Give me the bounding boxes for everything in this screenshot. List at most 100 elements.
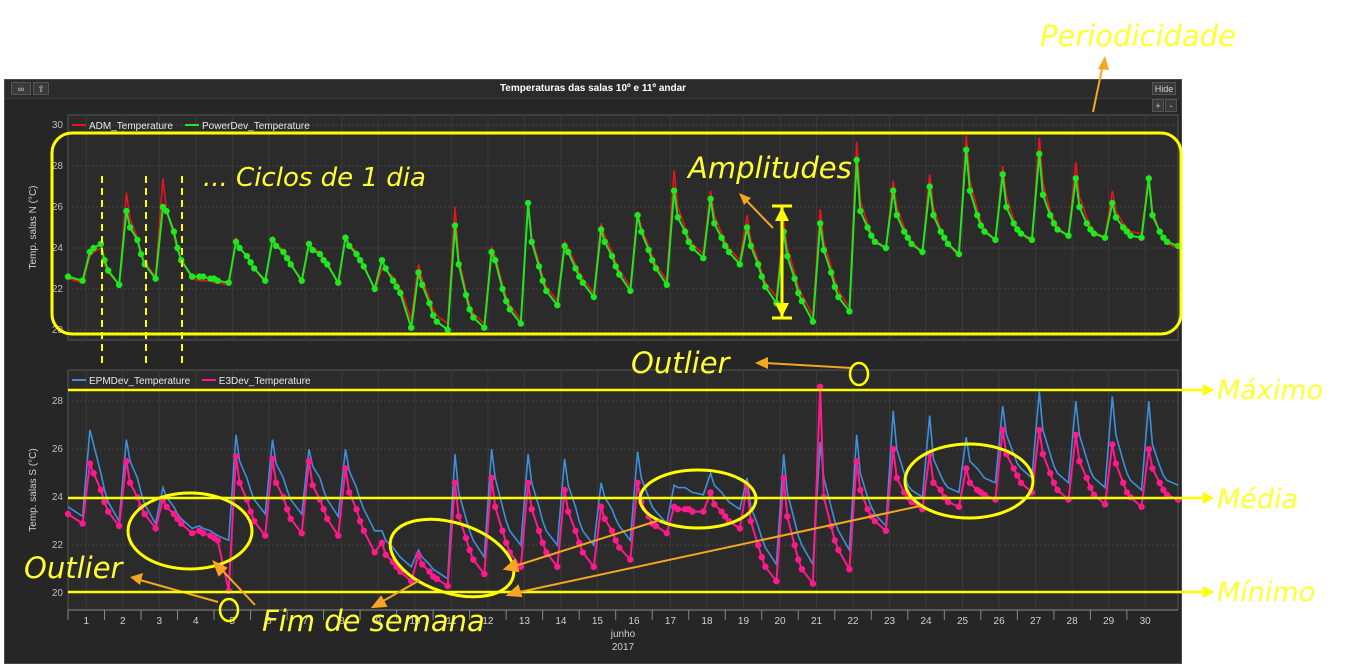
data-point-E3Dev_Temperature bbox=[346, 489, 353, 496]
data-point-PowerDev_Temperature bbox=[1054, 226, 1061, 233]
data-point-PowerDev_Temperature bbox=[1101, 234, 1109, 241]
data-point-E3Dev_Temperature bbox=[492, 503, 499, 510]
data-point-E3Dev_Temperature bbox=[462, 534, 470, 542]
x-tick-label: 10 bbox=[409, 616, 421, 627]
data-point-E3Dev_Temperature bbox=[1072, 431, 1080, 438]
data-point-E3Dev_Temperature bbox=[1076, 458, 1083, 465]
up-arrow-icon[interactable]: ⇧ bbox=[33, 82, 49, 95]
data-point-PowerDev_Temperature bbox=[634, 212, 641, 219]
data-point-E3Dev_Temperature bbox=[809, 580, 817, 587]
data-point-PowerDev_Temperature bbox=[645, 246, 652, 254]
data-point-PowerDev_Temperature bbox=[981, 228, 988, 235]
zoom-in-button[interactable]: + bbox=[1152, 99, 1164, 112]
data-point-PowerDev_Temperature bbox=[269, 236, 276, 243]
data-point-PowerDev_Temperature bbox=[320, 257, 327, 264]
y-tick-label: 30 bbox=[52, 120, 64, 131]
data-point-PowerDev_Temperature bbox=[415, 269, 422, 276]
data-point-E3Dev_Temperature bbox=[342, 465, 349, 472]
data-point-PowerDev_Temperature bbox=[371, 285, 378, 293]
data-point-E3Dev_Temperature bbox=[944, 498, 952, 506]
data-point-E3Dev_Temperature bbox=[762, 563, 769, 570]
data-point-PowerDev_Temperature bbox=[236, 244, 243, 252]
x-tick-label: 24 bbox=[920, 616, 932, 627]
data-point-E3Dev_Temperature bbox=[1039, 450, 1047, 458]
data-point-PowerDev_Temperature bbox=[681, 228, 689, 235]
x-tick-label: 6 bbox=[266, 616, 272, 627]
data-point-PowerDev_Temperature bbox=[1090, 230, 1098, 237]
data-point-PowerDev_Temperature bbox=[963, 146, 970, 153]
mean-arrow-head bbox=[1203, 492, 1214, 504]
data-point-PowerDev_Temperature bbox=[857, 207, 864, 215]
data-point-E3Dev_Temperature bbox=[893, 474, 900, 482]
data-point-PowerDev_Temperature bbox=[798, 297, 806, 305]
data-point-E3Dev_Temperature bbox=[747, 518, 754, 525]
data-point-PowerDev_Temperature bbox=[462, 291, 470, 299]
hide-button[interactable]: Hide bbox=[1152, 82, 1176, 95]
y-tick-label: 26 bbox=[52, 444, 64, 455]
data-point-E3Dev_Temperature bbox=[1163, 491, 1171, 498]
data-point-E3Dev_Temperature bbox=[174, 515, 181, 522]
data-point-PowerDev_Temperature bbox=[743, 224, 751, 231]
data-point-E3Dev_Temperature bbox=[758, 554, 765, 561]
x-tick-label: 14 bbox=[555, 616, 567, 627]
data-point-E3Dev_Temperature bbox=[481, 570, 488, 578]
weekend-ellipse-4 bbox=[903, 442, 1035, 520]
x-tick-label: 9 bbox=[376, 616, 382, 627]
data-point-PowerDev_Temperature bbox=[305, 240, 313, 248]
x-tick-label: 4 bbox=[193, 616, 199, 627]
x-tick-label: 1 bbox=[83, 616, 89, 627]
data-point-E3Dev_Temperature bbox=[408, 578, 415, 585]
data-point-PowerDev_Temperature bbox=[1163, 238, 1171, 245]
data-point-E3Dev_Temperature bbox=[86, 460, 94, 467]
data-point-E3Dev_Temperature bbox=[451, 479, 459, 486]
data-point-PowerDev_Temperature bbox=[758, 273, 765, 280]
data-point-PowerDev_Temperature bbox=[455, 261, 462, 268]
data-point-PowerDev_Temperature bbox=[1087, 226, 1094, 233]
data-point-PowerDev_Temperature bbox=[977, 222, 984, 229]
data-point-E3Dev_Temperature bbox=[784, 513, 791, 520]
data-point-PowerDev_Temperature bbox=[262, 277, 269, 284]
plot-background-1 bbox=[67, 114, 1179, 341]
zoom-out-button[interactable]: - bbox=[1165, 99, 1177, 112]
data-point-PowerDev_Temperature bbox=[919, 248, 926, 256]
amplitude-head-top bbox=[775, 207, 789, 221]
data-point-PowerDev_Temperature bbox=[579, 279, 586, 286]
data-point-E3Dev_Temperature bbox=[335, 532, 342, 539]
data-point-PowerDev_Temperature bbox=[1036, 150, 1043, 158]
data-point-E3Dev_Temperature bbox=[722, 513, 729, 520]
link-icon[interactable]: ∞ bbox=[11, 82, 31, 95]
fim-de-semana-label: Fim de semana bbox=[262, 604, 485, 638]
data-point-E3Dev_Temperature bbox=[955, 503, 963, 510]
data-point-PowerDev_Temperature bbox=[163, 207, 170, 215]
data-point-PowerDev_Temperature bbox=[419, 281, 426, 288]
data-point-E3Dev_Temperature bbox=[1083, 474, 1090, 482]
data-point-PowerDev_Temperature bbox=[941, 234, 948, 241]
data-point-E3Dev_Temperature bbox=[700, 508, 707, 515]
data-point-E3Dev_Temperature bbox=[419, 561, 426, 568]
data-point-E3Dev_Temperature bbox=[236, 479, 243, 486]
data-point-E3Dev_Temperature bbox=[309, 482, 316, 489]
periodicidade-arrow bbox=[1092, 63, 1104, 113]
data-point-PowerDev_Temperature bbox=[528, 238, 535, 245]
data-point-PowerDev_Temperature bbox=[944, 240, 952, 248]
weekend-ellipse-1 bbox=[126, 491, 254, 571]
data-point-PowerDev_Temperature bbox=[652, 265, 660, 272]
data-point-E3Dev_Temperature bbox=[79, 520, 86, 527]
periodicity-box bbox=[50, 131, 1183, 336]
legend-label: PowerDev_Temperature bbox=[202, 121, 310, 132]
data-point-PowerDev_Temperature bbox=[1120, 224, 1127, 231]
data-point-E3Dev_Temperature bbox=[579, 549, 586, 556]
data-point-PowerDev_Temperature bbox=[298, 277, 305, 284]
data-point-E3Dev_Temperature bbox=[97, 486, 105, 494]
data-point-PowerDev_Temperature bbox=[1039, 191, 1047, 198]
data-point-PowerDev_Temperature bbox=[576, 273, 583, 280]
data-point-PowerDev_Temperature bbox=[1010, 220, 1017, 227]
data-point-PowerDev_Temperature bbox=[170, 228, 178, 235]
x-tick-label: 21 bbox=[811, 616, 823, 627]
data-point-PowerDev_Temperature bbox=[1014, 226, 1021, 233]
data-point-PowerDev_Temperature bbox=[1047, 212, 1054, 219]
data-point-E3Dev_Temperature bbox=[470, 556, 477, 563]
data-point-E3Dev_Temperature bbox=[141, 510, 148, 518]
data-point-E3Dev_Temperature bbox=[455, 513, 462, 520]
data-point-E3Dev_Temperature bbox=[524, 479, 532, 486]
